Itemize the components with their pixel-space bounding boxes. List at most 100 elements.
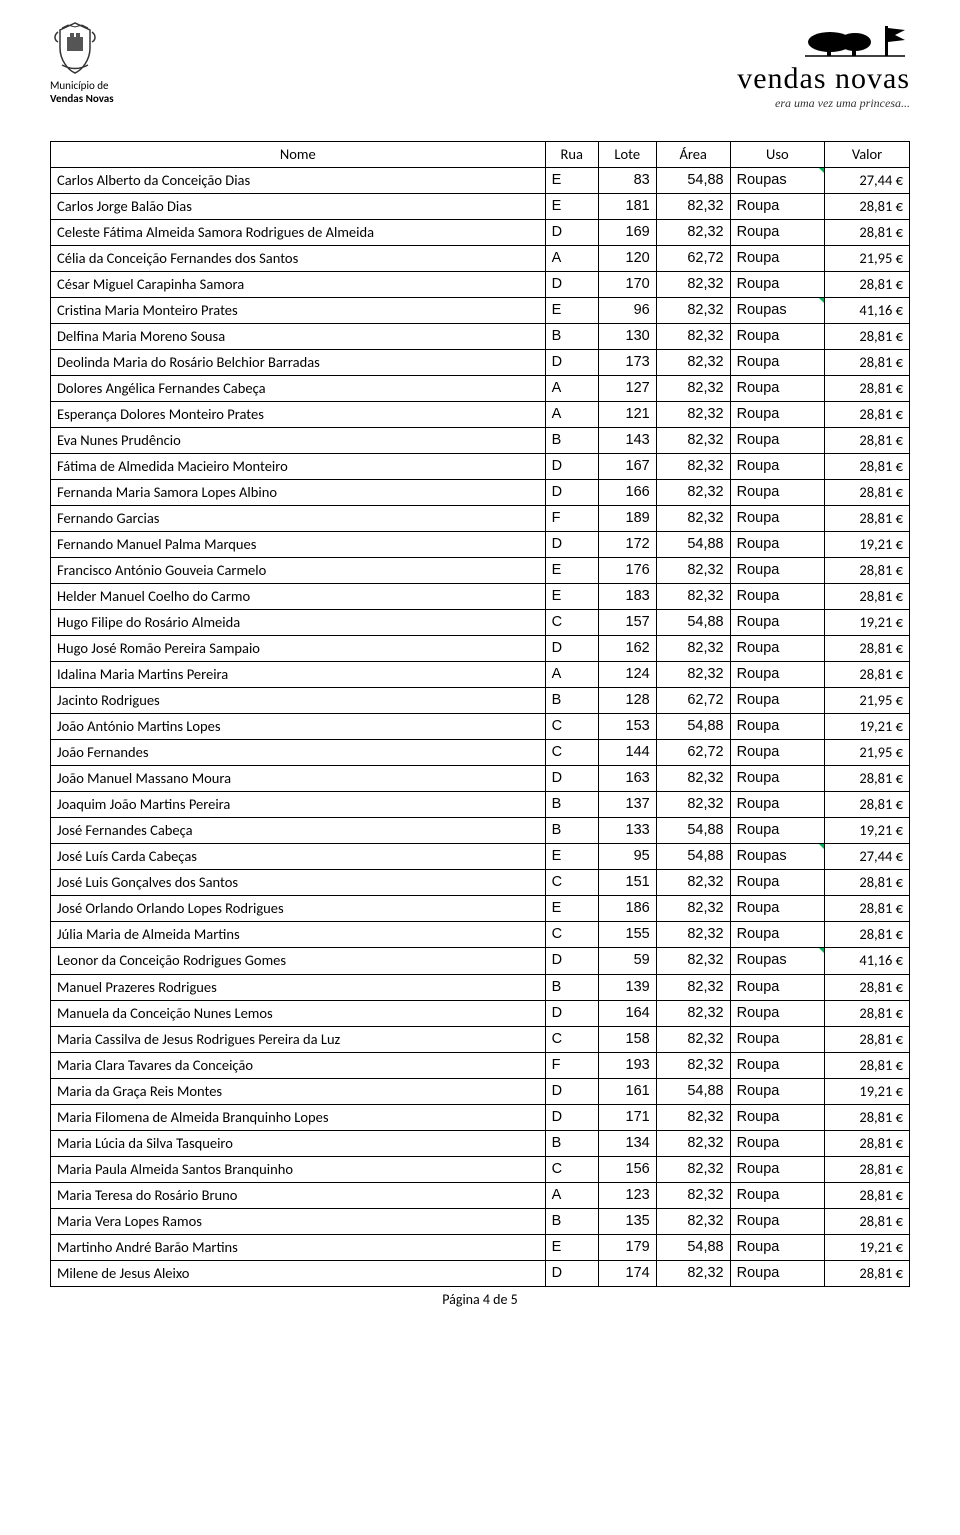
cell-lote: 174	[598, 1260, 656, 1286]
table-row: Carlos Jorge Balão DiasE18182,32Roupa28,…	[51, 194, 910, 220]
cell-lote: 155	[598, 922, 656, 948]
cell-area: 82,32	[656, 1000, 730, 1026]
cell-valor: 41,16 €	[825, 948, 910, 974]
cell-valor: 28,81 €	[825, 584, 910, 610]
table-row: João Manuel Massano MouraD16382,32Roupa2…	[51, 766, 910, 792]
cell-nome: Milene de Jesus Aleixo	[51, 1260, 546, 1286]
cell-rua: C	[545, 740, 598, 766]
cell-uso: Roupa	[730, 896, 824, 922]
cell-valor: 19,21 €	[825, 818, 910, 844]
cell-valor: 28,81 €	[825, 454, 910, 480]
cell-area: 82,32	[656, 1182, 730, 1208]
cell-rua: C	[545, 922, 598, 948]
cell-uso: Roupa	[730, 246, 824, 272]
cell-rua: A	[545, 662, 598, 688]
cell-nome: Maria Teresa do Rosário Bruno	[51, 1182, 546, 1208]
cell-lote: 172	[598, 532, 656, 558]
cell-uso: Roupa	[730, 376, 824, 402]
cell-lote: 163	[598, 766, 656, 792]
cell-uso: Roupa	[730, 324, 824, 350]
cell-area: 82,32	[656, 922, 730, 948]
cell-uso: Roupas	[730, 844, 824, 870]
cell-area: 82,32	[656, 350, 730, 376]
table-row: César Miguel Carapinha SamoraD17082,32Ro…	[51, 272, 910, 298]
cell-rua: D	[545, 1078, 598, 1104]
cell-valor: 21,95 €	[825, 688, 910, 714]
cell-valor: 28,81 €	[825, 350, 910, 376]
table-row: Celeste Fátima Almeida Samora Rodrigues …	[51, 220, 910, 246]
cell-lote: 179	[598, 1234, 656, 1260]
cell-uso: Roupa	[730, 532, 824, 558]
cell-lote: 137	[598, 792, 656, 818]
table-row: Manuela da Conceição Nunes LemosD16482,3…	[51, 1000, 910, 1026]
cell-nome: Leonor da Conceição Rodrigues Gomes	[51, 948, 546, 974]
cell-nome: Maria Filomena de Almeida Branquinho Lop…	[51, 1104, 546, 1130]
cell-uso: Roupa	[730, 818, 824, 844]
cell-rua: D	[545, 454, 598, 480]
cell-area: 82,32	[656, 324, 730, 350]
cell-uso: Roupa	[730, 662, 824, 688]
cell-lote: 157	[598, 610, 656, 636]
cell-lote: 144	[598, 740, 656, 766]
table-row: João António Martins LopesC15354,88Roupa…	[51, 714, 910, 740]
cell-valor: 19,21 €	[825, 610, 910, 636]
cell-area: 54,88	[656, 168, 730, 194]
cell-area: 82,32	[656, 402, 730, 428]
cell-rua: D	[545, 350, 598, 376]
cell-area: 54,88	[656, 1234, 730, 1260]
cell-lote: 59	[598, 948, 656, 974]
table-row: Maria Filomena de Almeida Branquinho Lop…	[51, 1104, 910, 1130]
cell-nome: Maria Vera Lopes Ramos	[51, 1208, 546, 1234]
cell-nome: Martinho André Barão Martins	[51, 1234, 546, 1260]
cell-uso: Roupas	[730, 298, 824, 324]
cell-valor: 28,81 €	[825, 1130, 910, 1156]
table-row: João FernandesC14462,72Roupa21,95 €	[51, 740, 910, 766]
brand-name: vendas novas	[737, 62, 910, 96]
cell-area: 62,72	[656, 246, 730, 272]
cell-nome: José Fernandes Cabeça	[51, 818, 546, 844]
cell-uso: Roupa	[730, 1260, 824, 1286]
cell-lote: 156	[598, 1156, 656, 1182]
cell-area: 82,32	[656, 1104, 730, 1130]
cell-rua: D	[545, 1000, 598, 1026]
cell-uso: Roupa	[730, 1182, 824, 1208]
cell-lote: 158	[598, 1026, 656, 1052]
cell-valor: 19,21 €	[825, 1078, 910, 1104]
cell-valor: 28,81 €	[825, 558, 910, 584]
table-row: Fernando Manuel Palma MarquesD17254,88Ro…	[51, 532, 910, 558]
cell-valor: 28,81 €	[825, 506, 910, 532]
table-row: Esperança Dolores Monteiro PratesA12182,…	[51, 402, 910, 428]
cell-rua: E	[545, 896, 598, 922]
table-row: Leonor da Conceição Rodrigues GomesD5982…	[51, 948, 910, 974]
table-row: Cristina Maria Monteiro PratesE9682,32Ro…	[51, 298, 910, 324]
cell-rua: E	[545, 194, 598, 220]
cell-rua: C	[545, 714, 598, 740]
cell-area: 54,88	[656, 818, 730, 844]
cell-lote: 130	[598, 324, 656, 350]
cell-area: 82,32	[656, 376, 730, 402]
cell-nome: Delfina Maria Moreno Sousa	[51, 324, 546, 350]
table-row: Célia da Conceição Fernandes dos SantosA…	[51, 246, 910, 272]
cell-rua: D	[545, 948, 598, 974]
cell-uso: Roupa	[730, 974, 824, 1000]
cell-lote: 169	[598, 220, 656, 246]
cell-area: 82,32	[656, 480, 730, 506]
brand-logo: vendas novas era uma vez uma princesa...	[737, 20, 910, 111]
cell-area: 82,32	[656, 454, 730, 480]
cell-lote: 135	[598, 1208, 656, 1234]
cell-area: 82,32	[656, 428, 730, 454]
table-row: Maria Paula Almeida Santos BranquinhoC15…	[51, 1156, 910, 1182]
cell-rua: D	[545, 636, 598, 662]
cell-valor: 28,81 €	[825, 974, 910, 1000]
cell-uso: Roupa	[730, 220, 824, 246]
cell-valor: 21,95 €	[825, 246, 910, 272]
cell-rua: F	[545, 1052, 598, 1078]
cell-valor: 28,81 €	[825, 194, 910, 220]
cell-rua: D	[545, 480, 598, 506]
cell-lote: 153	[598, 714, 656, 740]
cell-area: 82,32	[656, 974, 730, 1000]
cell-valor: 28,81 €	[825, 662, 910, 688]
cell-nome: Fernanda Maria Samora Lopes Albino	[51, 480, 546, 506]
cell-nome: João Manuel Massano Moura	[51, 766, 546, 792]
cell-nome: Carlos Jorge Balão Dias	[51, 194, 546, 220]
